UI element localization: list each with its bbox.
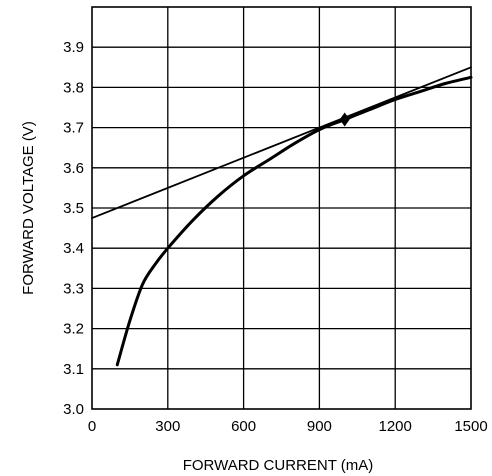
series [91,66,473,367]
y-tick-label-3.2: 3.2 [63,321,84,338]
y-tick-label-3.0: 3.0 [63,401,84,418]
x-tick-label-300: 300 [155,418,180,435]
series-tangent-line [91,66,472,219]
y-axis-ticks: 3.0 3.1 3.2 3.3 3.4 3.5 3.6 3.7 3.8 3.9 [63,39,84,418]
y-tick-label-3.4: 3.4 [63,240,84,257]
y-axis-title: FORWARD VOLTAGE (V) [20,121,37,295]
markers [339,112,350,127]
x-tick-label-1500: 1500 [454,418,487,435]
x-tick-label-900: 900 [307,418,332,435]
y-tick-label-3.8: 3.8 [63,79,84,96]
y-tick-label-3.9: 3.9 [63,39,84,56]
marker-diamond [339,112,350,127]
y-tick-label-3.1: 3.1 [63,361,84,378]
y-tick-label-3.3: 3.3 [63,280,84,297]
x-axis-ticks: 0 300 600 900 1200 1500 [88,418,488,435]
x-tick-label-600: 600 [231,418,256,435]
y-tick-label-3.5: 3.5 [63,200,84,217]
x-tick-label-0: 0 [88,418,96,435]
x-axis-title: FORWARD CURRENT (mA) [183,457,374,474]
grid [92,7,471,409]
series-curve [115,75,473,367]
y-tick-label-3.6: 3.6 [63,160,84,177]
x-tick-label-1200: 1200 [379,418,412,435]
y-tick-label-3.7: 3.7 [63,120,84,137]
